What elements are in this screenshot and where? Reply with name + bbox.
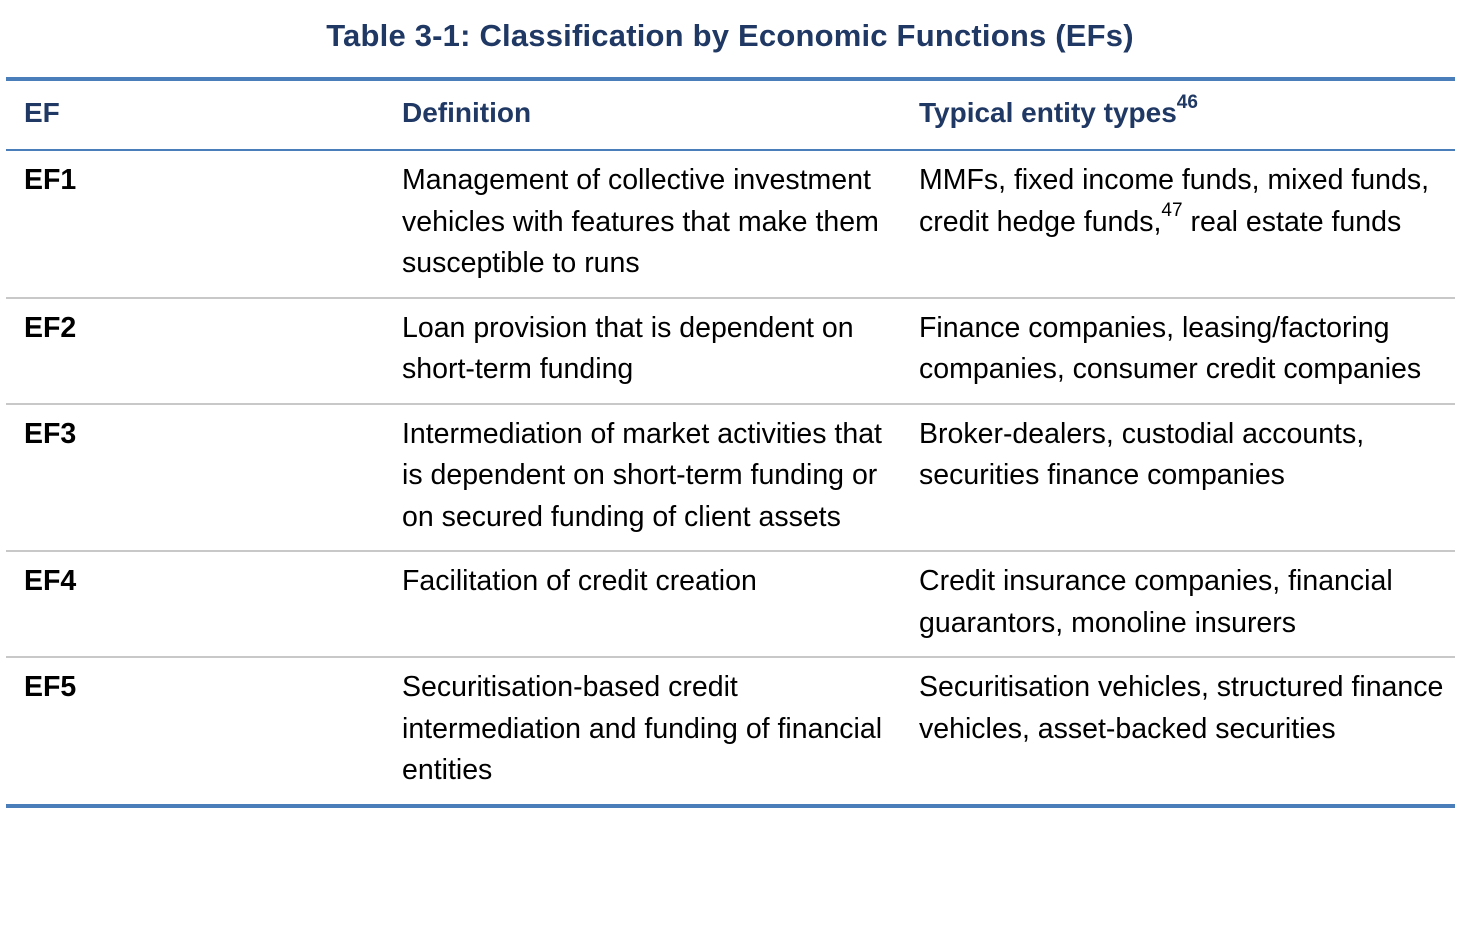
header-row: EF Definition Typical entity types46 bbox=[6, 77, 1455, 151]
table-row: EF2 Loan provision that is dependent on … bbox=[6, 297, 1455, 405]
header-ef: EF bbox=[6, 77, 383, 151]
entity-types-text: MMFs, fixed income funds, mixed funds, c… bbox=[919, 164, 1430, 238]
definition-cell: Loan provision that is dependent on shor… bbox=[383, 297, 903, 405]
economic-functions-table: EF Definition Typical entity types46 EF1… bbox=[6, 77, 1455, 808]
header-types-footnote: 46 bbox=[1176, 91, 1198, 113]
header-definition-label: Definition bbox=[402, 97, 532, 128]
ef-code-cell: EF2 bbox=[6, 297, 383, 405]
table-header: EF Definition Typical entity types46 bbox=[6, 77, 1455, 151]
entity-types-text: Broker-dealers, custodial accounts, secu… bbox=[919, 417, 1365, 492]
table-row: EF5 Securitisation-based credit intermed… bbox=[6, 657, 1455, 808]
entity-types-cell: Finance companies, leasing/factoring com… bbox=[903, 297, 1455, 405]
definition-cell: Facilitation of credit creation bbox=[383, 551, 903, 658]
table-row: EF4 Facilitation of credit creation Cred… bbox=[6, 551, 1455, 658]
header-types-label: Typical entity types bbox=[919, 97, 1177, 128]
entity-types-text: Securitisation vehicles, structured fina… bbox=[919, 671, 1444, 745]
entity-types-cell: Securitisation vehicles, structured fina… bbox=[903, 657, 1455, 808]
entity-types-footnote: 47 bbox=[1161, 200, 1183, 221]
entity-types-cell: Broker-dealers, custodial accounts, secu… bbox=[903, 403, 1455, 552]
entity-types-cell: Credit insurance companies, financial gu… bbox=[903, 551, 1455, 658]
ef-code-cell: EF5 bbox=[6, 657, 383, 808]
entity-types-text: Credit insurance companies, financial gu… bbox=[919, 565, 1393, 639]
header-definition: Definition bbox=[383, 77, 903, 151]
header-ef-label: EF bbox=[24, 97, 60, 128]
definition-cell: Securitisation-based credit intermediati… bbox=[383, 657, 903, 808]
table-body: EF1 Management of collective investment … bbox=[6, 150, 1455, 808]
ef-code-cell: EF1 bbox=[6, 150, 383, 299]
definition-cell: Management of collective investment vehi… bbox=[383, 150, 903, 299]
ef-code-cell: EF3 bbox=[6, 403, 383, 552]
entity-types-cell: MMFs, fixed income funds, mixed funds, c… bbox=[903, 150, 1455, 299]
table-row: EF3 Intermediation of market activities … bbox=[6, 403, 1455, 552]
entity-types-text-continued: real estate funds bbox=[1182, 205, 1402, 238]
table-row: EF1 Management of collective investment … bbox=[6, 150, 1455, 299]
definition-cell: Intermediation of market activities that… bbox=[383, 403, 903, 552]
table-caption: Table 3-1: Classification by Economic Fu… bbox=[326, 18, 1134, 53]
entity-types-text: Finance companies, leasing/factoring com… bbox=[919, 311, 1422, 386]
ef-code-cell: EF4 bbox=[6, 551, 383, 658]
header-typical-entity-types: Typical entity types46 bbox=[903, 77, 1455, 151]
